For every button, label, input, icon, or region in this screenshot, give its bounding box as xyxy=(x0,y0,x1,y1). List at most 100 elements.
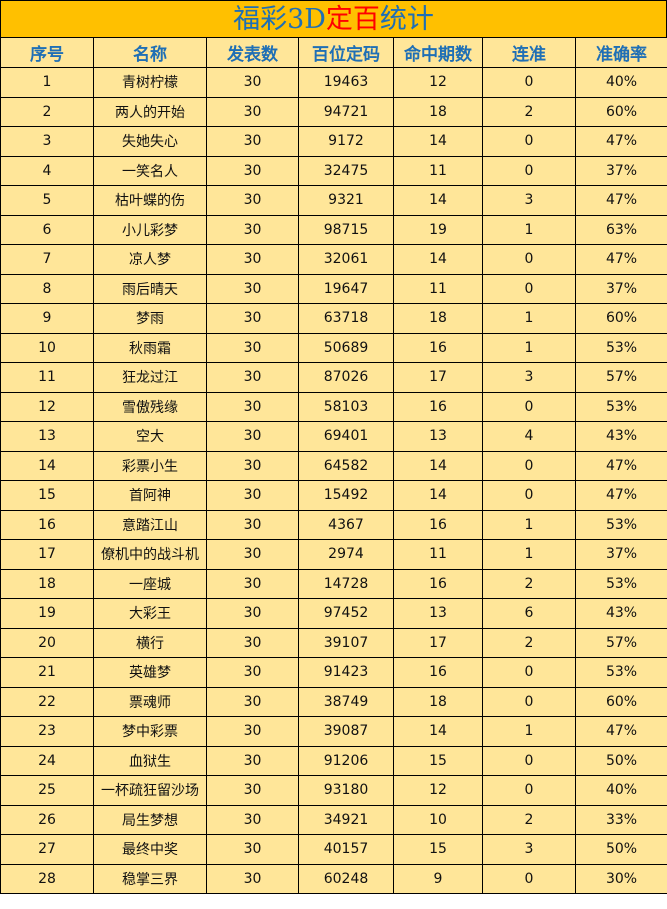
cell-name: 票魂师 xyxy=(93,686,207,717)
cell-code: 97452 xyxy=(298,598,394,629)
cell-streak: 2 xyxy=(482,568,576,599)
cell-name: 意踏江山 xyxy=(93,509,207,540)
cell-published: 30 xyxy=(206,332,299,363)
title-part1: 福彩3D xyxy=(233,4,326,35)
header-name: 名称 xyxy=(93,37,207,68)
cell-code: 63718 xyxy=(298,303,394,334)
cell-code: 15492 xyxy=(298,480,394,511)
cell-index: 27 xyxy=(0,834,94,865)
table-row: 24 血狱生 30 91206 15 0 50% xyxy=(0,745,667,776)
cell-name: 青树柠檬 xyxy=(93,67,207,98)
cell-index: 20 xyxy=(0,627,94,658)
cell-code: 98715 xyxy=(298,214,394,245)
cell-streak: 0 xyxy=(482,244,576,275)
cell-name: 横行 xyxy=(93,627,207,658)
cell-index: 21 xyxy=(0,657,94,688)
cell-hits: 12 xyxy=(393,775,483,806)
cell-index: 7 xyxy=(0,244,94,275)
cell-index: 10 xyxy=(0,332,94,363)
cell-published: 30 xyxy=(206,214,299,245)
cell-streak: 0 xyxy=(482,450,576,481)
header-published: 发表数 xyxy=(206,37,299,68)
stats-table: 序号 名称 发表数 百位定码 命中期数 连准 准确率 1 青树柠檬 30 19463 12 0 40% 2… xyxy=(0,37,667,894)
cell-streak: 1 xyxy=(482,716,576,747)
cell-accuracy: 37% xyxy=(575,273,667,304)
cell-published: 30 xyxy=(206,804,299,835)
cell-published: 30 xyxy=(206,598,299,629)
cell-published: 30 xyxy=(206,686,299,717)
cell-index: 19 xyxy=(0,598,94,629)
cell-published: 30 xyxy=(206,745,299,776)
table-row: 16 意踏江山 30 4367 16 1 53% xyxy=(0,509,667,540)
cell-code: 14728 xyxy=(298,568,394,599)
cell-name: 首阿神 xyxy=(93,480,207,511)
header-hits: 命中期数 xyxy=(393,37,483,68)
cell-hits: 11 xyxy=(393,155,483,186)
cell-accuracy: 30% xyxy=(575,863,667,894)
cell-name: 空大 xyxy=(93,421,207,452)
cell-index: 18 xyxy=(0,568,94,599)
cell-accuracy: 47% xyxy=(575,244,667,275)
cell-name: 雪傲残缘 xyxy=(93,391,207,422)
cell-accuracy: 53% xyxy=(575,657,667,688)
cell-accuracy: 53% xyxy=(575,391,667,422)
cell-hits: 16 xyxy=(393,657,483,688)
cell-accuracy: 50% xyxy=(575,834,667,865)
cell-streak: 0 xyxy=(482,657,576,688)
cell-name: 一笑名人 xyxy=(93,155,207,186)
cell-streak: 1 xyxy=(482,303,576,334)
table-row: 28 稳掌三界 30 60248 9 0 30% xyxy=(0,863,667,894)
cell-streak: 0 xyxy=(482,126,576,157)
cell-code: 50689 xyxy=(298,332,394,363)
cell-published: 30 xyxy=(206,273,299,304)
header-code: 百位定码 xyxy=(298,37,394,68)
table-row: 10 秋雨霜 30 50689 16 1 53% xyxy=(0,332,667,363)
cell-hits: 15 xyxy=(393,834,483,865)
cell-streak: 0 xyxy=(482,155,576,186)
cell-index: 4 xyxy=(0,155,94,186)
cell-index: 24 xyxy=(0,745,94,776)
table-row: 21 英雄梦 30 91423 16 0 53% xyxy=(0,657,667,688)
cell-accuracy: 40% xyxy=(575,67,667,98)
cell-index: 11 xyxy=(0,362,94,393)
table-row: 15 首阿神 30 15492 14 0 47% xyxy=(0,480,667,511)
cell-streak: 1 xyxy=(482,509,576,540)
cell-name: 秋雨霜 xyxy=(93,332,207,363)
cell-index: 17 xyxy=(0,539,94,570)
cell-streak: 0 xyxy=(482,273,576,304)
cell-name: 枯叶蝶的伤 xyxy=(93,185,207,216)
cell-streak: 0 xyxy=(482,686,576,717)
cell-hits: 17 xyxy=(393,627,483,658)
cell-name: 最终中奖 xyxy=(93,834,207,865)
cell-streak: 0 xyxy=(482,775,576,806)
cell-code: 69401 xyxy=(298,421,394,452)
cell-hits: 13 xyxy=(393,421,483,452)
cell-accuracy: 60% xyxy=(575,303,667,334)
table-row: 8 雨后晴天 30 19647 11 0 37% xyxy=(0,273,667,304)
cell-streak: 2 xyxy=(482,96,576,127)
cell-streak: 4 xyxy=(482,421,576,452)
cell-code: 64582 xyxy=(298,450,394,481)
table-row: 26 局生梦想 30 34921 10 2 33% xyxy=(0,804,667,835)
cell-accuracy: 33% xyxy=(575,804,667,835)
cell-code: 9321 xyxy=(298,185,394,216)
cell-hits: 18 xyxy=(393,303,483,334)
cell-published: 30 xyxy=(206,450,299,481)
cell-name: 梦中彩票 xyxy=(93,716,207,747)
cell-code: 93180 xyxy=(298,775,394,806)
cell-published: 30 xyxy=(206,863,299,894)
cell-code: 58103 xyxy=(298,391,394,422)
cell-streak: 1 xyxy=(482,539,576,570)
table-row: 4 一笑名人 30 32475 11 0 37% xyxy=(0,155,667,186)
cell-accuracy: 60% xyxy=(575,686,667,717)
cell-code: 91206 xyxy=(298,745,394,776)
cell-name: 局生梦想 xyxy=(93,804,207,835)
cell-index: 1 xyxy=(0,67,94,98)
cell-index: 28 xyxy=(0,863,94,894)
table-row: 9 梦雨 30 63718 18 1 60% xyxy=(0,303,667,334)
cell-name: 两人的开始 xyxy=(93,96,207,127)
cell-hits: 16 xyxy=(393,509,483,540)
cell-code: 39087 xyxy=(298,716,394,747)
cell-index: 15 xyxy=(0,480,94,511)
table-row: 5 枯叶蝶的伤 30 9321 14 3 47% xyxy=(0,185,667,216)
